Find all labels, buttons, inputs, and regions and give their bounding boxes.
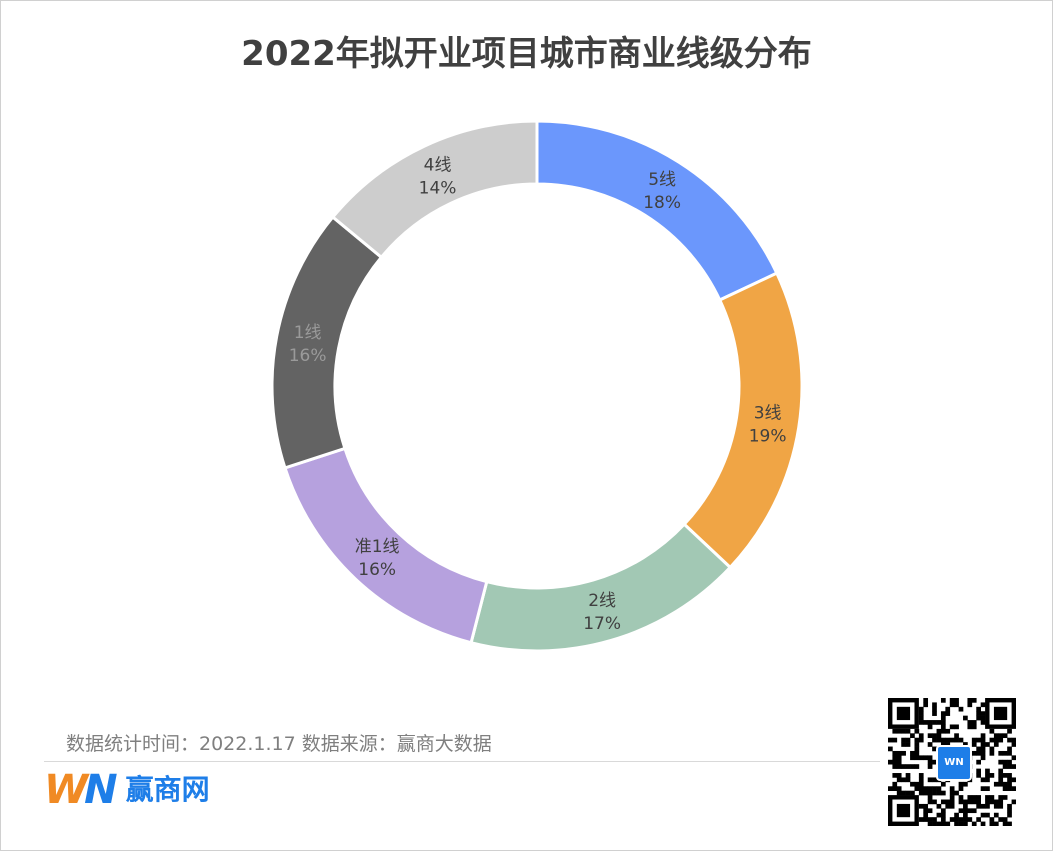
slice-category-label: 1线: [294, 323, 322, 343]
donut-slice: [330, 119, 539, 260]
donut-slice: [270, 214, 384, 470]
brand-logo: WN 赢商网: [44, 768, 210, 812]
slice-category-label: 3线: [754, 404, 782, 424]
qr-finder-pattern: [888, 698, 919, 729]
slice-percent-label: 18%: [643, 193, 681, 213]
donut-slice: [682, 271, 804, 570]
slice-category-label: 2线: [588, 591, 616, 611]
logo-text: 赢商网: [125, 773, 210, 806]
slice-percent-label: 16%: [289, 346, 327, 366]
slice-category-label: 准1线: [355, 537, 400, 557]
qr-logo-badge: WN: [936, 745, 972, 781]
slice-percent-label: 16%: [358, 560, 396, 580]
data-source-note: 数据统计时间：2022.1.17 数据来源：赢商大数据: [66, 733, 492, 755]
slice-category-label: 4线: [424, 156, 452, 176]
logo-mark: WN: [44, 767, 118, 813]
slice-percent-label: 17%: [583, 614, 621, 634]
qr-finder-pattern: [888, 795, 919, 826]
slice-percent-label: 14%: [419, 179, 457, 199]
qr-code: [888, 698, 1016, 826]
qr-finder-pattern: [985, 698, 1016, 729]
slice-percent-label: 19%: [749, 427, 787, 447]
slice-category-label: 5线: [648, 170, 676, 190]
chart-title: 2022年拟开业项目城市商业线级分布: [241, 34, 812, 74]
footer-divider: [44, 761, 880, 762]
